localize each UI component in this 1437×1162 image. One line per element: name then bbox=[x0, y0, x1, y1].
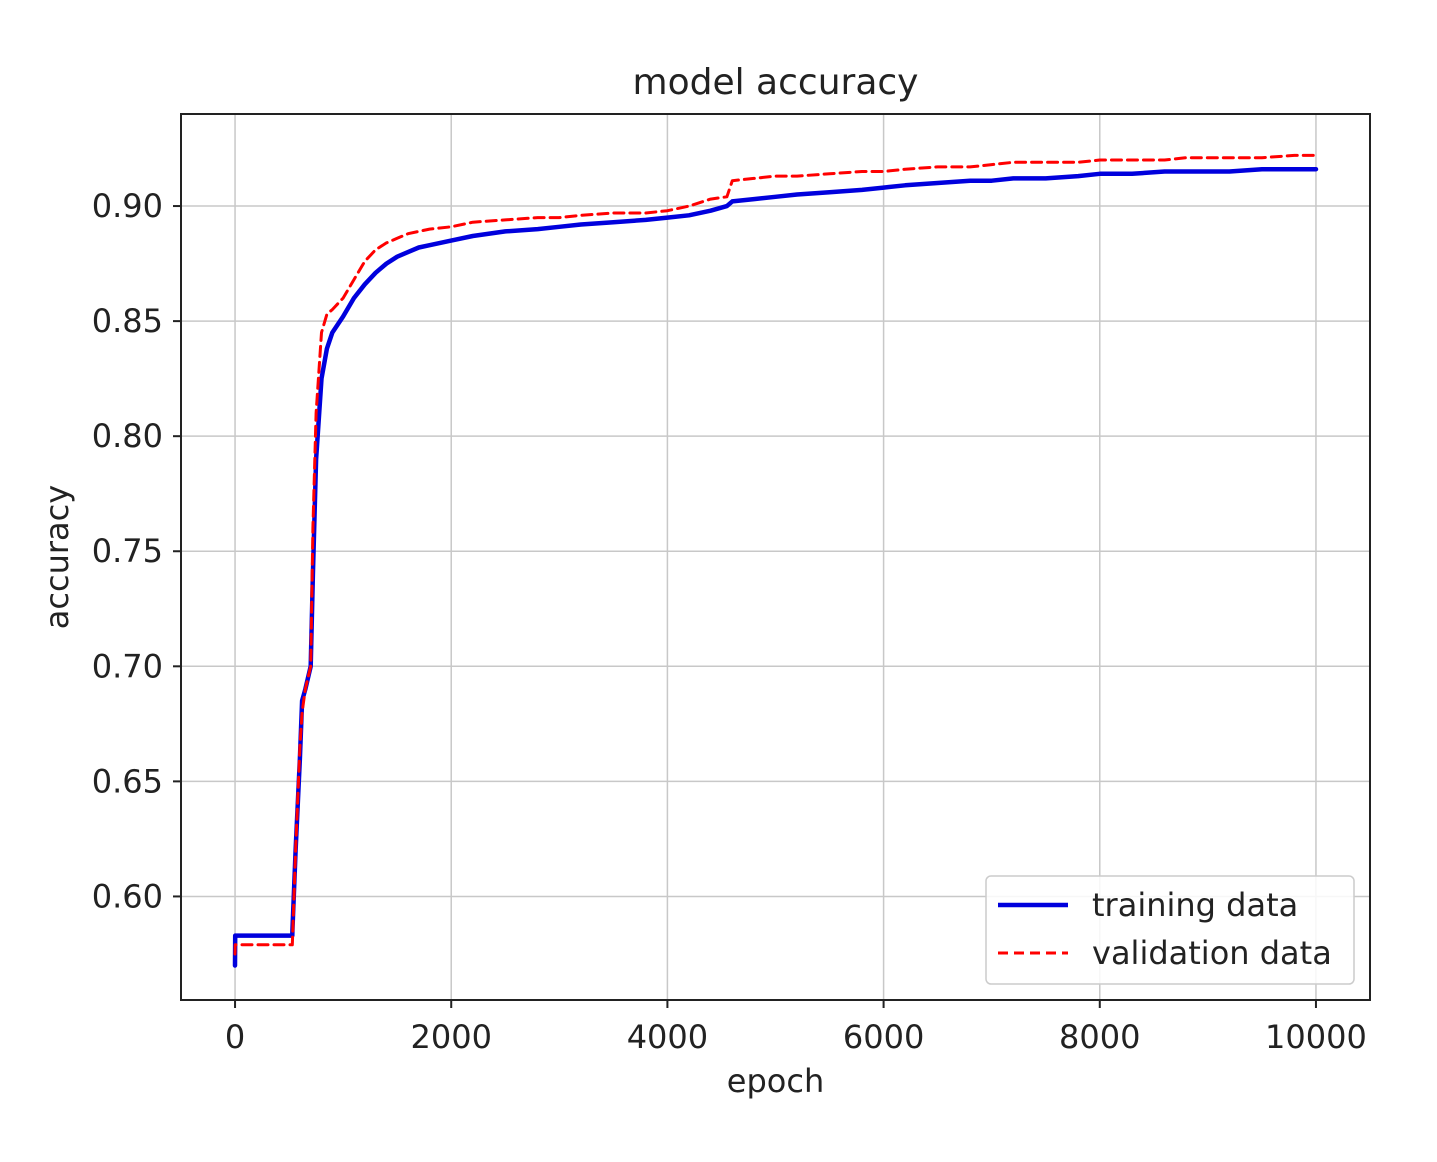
chart-title: model accuracy bbox=[633, 62, 919, 103]
x-tick-label: 8000 bbox=[1059, 1018, 1140, 1056]
legend: training data validation data bbox=[985, 875, 1355, 985]
y-tick-label: 0.75 bbox=[92, 532, 163, 570]
y-tick-label: 0.80 bbox=[92, 417, 163, 455]
legend-label-validation: validation data bbox=[1092, 934, 1332, 972]
x-tick-label: 2000 bbox=[411, 1018, 492, 1056]
series-group bbox=[232, 153, 1319, 968]
y-axis-label: accuracy bbox=[38, 485, 76, 629]
x-tick-label: 10000 bbox=[1265, 1018, 1367, 1056]
y-tick-label: 0.65 bbox=[92, 762, 163, 800]
y-tick-label: 0.60 bbox=[92, 877, 163, 915]
plot-frame bbox=[180, 113, 1371, 1001]
x-tick-label: 6000 bbox=[843, 1018, 924, 1056]
x-axis-label: epoch bbox=[727, 1062, 824, 1100]
y-tick-label: 0.70 bbox=[92, 647, 163, 685]
legend-label-training: training data bbox=[1092, 886, 1298, 924]
grid bbox=[181, 114, 1370, 1000]
x-tick-label: 4000 bbox=[627, 1018, 708, 1056]
legend-box bbox=[985, 875, 1355, 985]
validation-data-line bbox=[233, 153, 1318, 956]
ticks: 0 2000 4000 6000 8000 10000 0.60 0.65 0.70 0.75 0.… bbox=[92, 187, 1367, 1056]
x-tick-label: 0 bbox=[225, 1018, 245, 1056]
y-tick-label: 0.90 bbox=[92, 187, 163, 225]
y-tick-label: 0.85 bbox=[92, 302, 163, 340]
